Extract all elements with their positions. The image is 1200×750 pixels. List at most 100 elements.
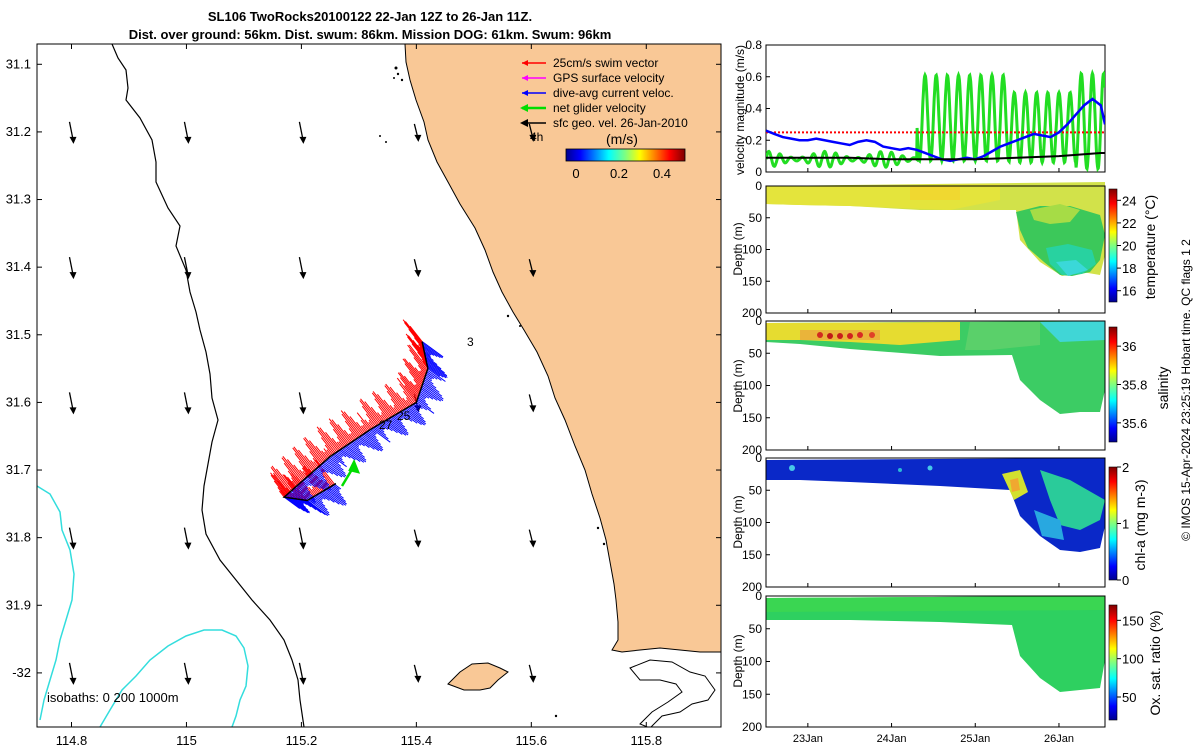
swim-vector — [362, 424, 369, 432]
current-vector — [331, 455, 347, 468]
map-ytick-label: 31.4 — [6, 259, 31, 274]
swim-vector — [409, 325, 423, 342]
temperature-cbar-label: temperature (°C) — [1142, 195, 1158, 299]
swim-vector — [380, 414, 387, 421]
salinity-field — [766, 321, 1105, 414]
swim-vector — [323, 448, 331, 457]
oxygen-ylabel: Depth (m) — [731, 634, 745, 687]
current-vector — [310, 473, 331, 489]
swim-vector — [312, 457, 320, 467]
swim-vector — [294, 453, 312, 474]
salinity-cbar-label: salinity — [1155, 367, 1171, 410]
swim-vector — [290, 474, 311, 500]
current-vector — [327, 458, 344, 471]
current-vector — [339, 449, 351, 459]
time-axis: 23Jan 24Jan 25Jan 26Jan — [793, 168, 1074, 745]
current-vector — [397, 412, 408, 421]
current-vector — [426, 361, 448, 378]
swim-vector — [371, 392, 392, 418]
sfc-vector-head — [414, 540, 422, 548]
map-ytick-label: 31.2 — [6, 124, 31, 139]
current-vector — [286, 497, 309, 514]
sfc-vector-head — [184, 407, 192, 415]
isobath-label: isobaths: 0 200 1000m — [47, 690, 179, 705]
current-vector — [305, 499, 326, 516]
swim-vector — [325, 432, 340, 451]
sal-ytick-label: 100 — [742, 379, 762, 393]
current-vector — [403, 409, 425, 426]
current-vector — [386, 419, 409, 436]
current-vector — [331, 485, 340, 493]
swim-vector — [282, 456, 303, 482]
sfc-vector-head — [184, 677, 192, 685]
sfc-vector-head — [69, 542, 77, 550]
islets — [379, 66, 606, 718]
velocity-ytick-label: 0.2 — [745, 133, 762, 147]
swim-vector — [408, 344, 429, 369]
swim-vector — [389, 386, 408, 409]
current-vector — [328, 457, 342, 467]
swim-vector — [324, 451, 330, 458]
swim-vector — [302, 470, 308, 478]
current-vector — [304, 478, 316, 488]
swim-vector — [368, 421, 374, 429]
temp-cbar-tick-label: 22 — [1122, 216, 1136, 231]
swim-vector — [408, 362, 425, 382]
swim-vector — [381, 412, 388, 420]
swim-vector — [407, 336, 427, 361]
temperature-colorbar-ticks: 24 22 20 18 16 — [1117, 193, 1136, 299]
current-vector — [406, 407, 426, 423]
swim-vector — [319, 427, 339, 452]
sfc-vector-head — [529, 270, 537, 278]
swim-vector — [393, 407, 399, 414]
current-vector — [323, 461, 346, 478]
swim-vector — [364, 401, 382, 424]
current-vector — [377, 424, 384, 431]
swim-vector — [277, 486, 287, 498]
current-vector — [419, 391, 430, 399]
legend-sfc-label: sfc geo. vel. 26-Jan-2010 — [553, 116, 688, 130]
swim-vector — [311, 488, 318, 496]
salinity-colorbar — [1108, 326, 1118, 443]
current-vector — [348, 443, 363, 455]
sfc-vector-head — [184, 272, 192, 280]
current-vector — [340, 448, 356, 461]
current-vector — [327, 487, 346, 502]
current-vector — [351, 441, 360, 448]
current-vector — [422, 382, 443, 397]
current-vector — [378, 424, 386, 430]
current-vector — [313, 496, 324, 504]
copyright-text: © IMOS 15-Apr-2024 23:25:19 Hobart time.… — [1179, 239, 1193, 541]
current-vector — [374, 426, 387, 436]
current-vector — [414, 402, 423, 410]
swim-vector — [397, 372, 419, 399]
current-vector — [427, 368, 446, 382]
chla-field — [766, 458, 1105, 552]
current-vector — [312, 471, 328, 482]
oxy-ytick-label: 100 — [742, 655, 762, 669]
figure-subtitle: Dist. over ground: 56km. Dist. swum: 86k… — [128, 27, 612, 42]
swim-vector — [399, 372, 419, 397]
oxy-cbar-tick-label: 50 — [1122, 690, 1136, 705]
swim-vector — [349, 416, 365, 435]
current-vector — [423, 349, 432, 356]
current-vector — [320, 464, 334, 475]
swim-vector — [293, 464, 306, 480]
map-cbar-tick-1: 0.2 — [610, 166, 628, 181]
sfc-vector-head — [69, 407, 77, 415]
swim-vector — [280, 490, 286, 497]
current-vector — [425, 360, 448, 377]
current-vector — [300, 481, 308, 488]
swim-vector — [383, 399, 396, 416]
temperature-y-axis: 0 50 100 150 200 — [742, 179, 770, 320]
current-vector — [423, 347, 435, 356]
dive-avg-current-vectors — [283, 341, 448, 517]
swim-vector — [310, 460, 318, 469]
swim-vector — [368, 419, 375, 428]
oxy-ytick-label: 0 — [755, 589, 762, 603]
swim-vector — [385, 383, 406, 410]
swim-vector — [414, 384, 421, 392]
current-vector — [359, 436, 380, 452]
swim-vector — [412, 339, 426, 357]
sal-ytick-label: 200 — [742, 443, 762, 457]
